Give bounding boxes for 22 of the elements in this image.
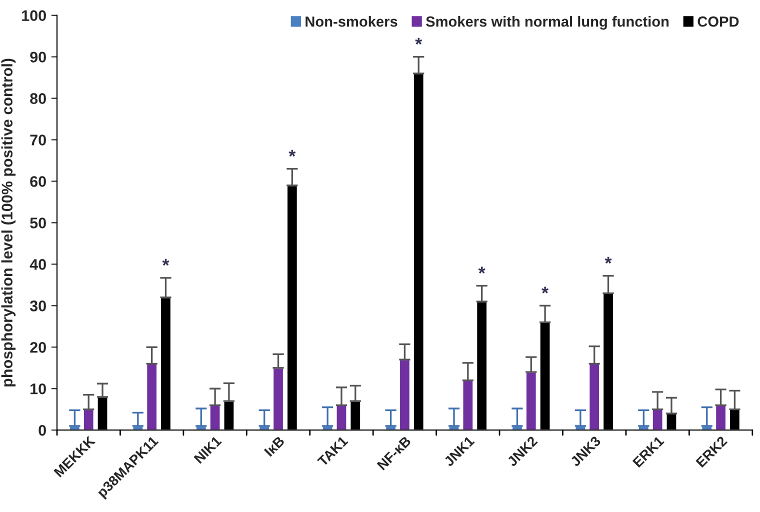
legend-label: Non-smokers: [306, 16, 398, 27]
y-tick-label: 40: [30, 259, 46, 270]
y-tick-label: 0: [38, 424, 46, 436]
legend-label: COPD: [698, 16, 739, 27]
data-label: *: [288, 150, 296, 157]
y-tick-label: 60: [30, 176, 46, 187]
y-tick-label: 20: [30, 342, 46, 353]
y-tick-label: 90: [30, 52, 46, 63]
y-tick-label: 30: [30, 300, 46, 312]
y-axis-title: phosphorylation level (100% positive control): [1, 58, 16, 386]
x-tick-label: IκB: [264, 436, 285, 457]
y-tick-label: 50: [30, 218, 46, 228]
y-tick-label: 100: [22, 10, 46, 22]
data-label: *: [542, 286, 549, 294]
data-label: *: [415, 38, 422, 45]
y-tick-label: 70: [30, 134, 46, 146]
data-label: *: [162, 258, 170, 266]
data-label: *: [478, 266, 486, 274]
y-tick-label: 10: [30, 383, 46, 394]
y-tick-label: 80: [30, 93, 46, 104]
data-label: *: [604, 256, 612, 264]
legend-label: Smokers with normal lung function: [426, 16, 669, 30]
